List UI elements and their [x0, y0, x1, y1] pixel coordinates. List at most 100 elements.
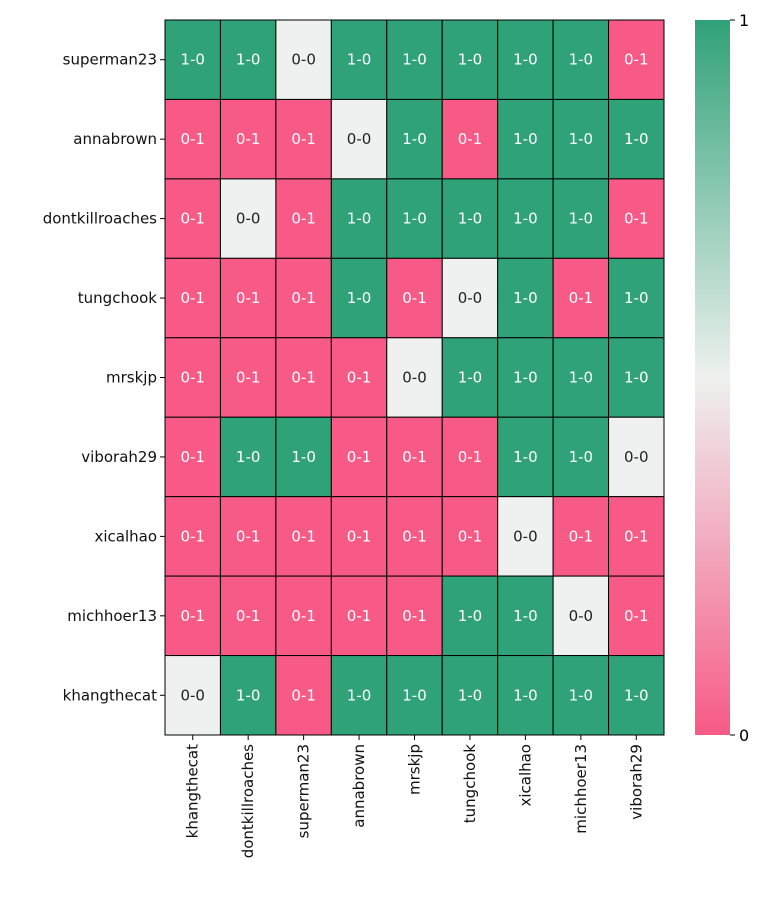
cell-annotation: 1-0: [624, 289, 649, 307]
heatmap-cell: [441, 337, 499, 418]
heatmap-cell: [330, 178, 388, 259]
cell-annotation: 0-1: [458, 448, 483, 466]
cell-annotation: 0-1: [236, 527, 261, 545]
cell-annotation: 1-0: [291, 448, 316, 466]
heatmap-cell: [497, 337, 554, 418]
cell-annotation: 1-0: [624, 686, 649, 704]
heatmap-cell: [164, 178, 221, 259]
heatmap-cell: [608, 337, 665, 418]
cell-annotation: 0-1: [347, 448, 372, 466]
x-tick-label: annabrown: [350, 744, 368, 828]
cell-annotation: 1-0: [236, 448, 261, 466]
cell-annotation: 1-0: [569, 448, 594, 466]
heatmap-cell: [164, 496, 221, 577]
y-tick-label: michhoer13: [67, 607, 157, 625]
y-tick-label: annabrown: [73, 130, 157, 148]
cell-annotation: 1-0: [236, 686, 261, 704]
cell-annotation: 1-0: [458, 607, 483, 625]
cell-annotation: 0-1: [236, 369, 261, 387]
y-tick-label: mrskjp: [106, 369, 157, 387]
heatmap-cell: [219, 416, 277, 498]
heatmap-cell: [275, 178, 332, 259]
heatmap-cell: [608, 98, 665, 180]
cell-annotation: 0-0: [513, 527, 538, 545]
cell-annotation: 1-0: [458, 369, 483, 387]
cell-annotation: 0-1: [458, 527, 483, 545]
cell-annotation: 1-0: [513, 369, 538, 387]
cell-annotation: 1-0: [347, 210, 372, 228]
heatmap-cell: [164, 337, 221, 418]
cell-annotation: 0-0: [402, 369, 427, 387]
cell-annotation: 1-0: [569, 686, 594, 704]
cell-annotation: 0-1: [402, 527, 427, 545]
heatmap-cell: [330, 337, 388, 418]
heatmap-cell: [386, 655, 443, 736]
cell-annotation: 0-1: [291, 369, 316, 387]
x-tick-label: tungchook: [461, 744, 479, 824]
heatmap-cell: [330, 575, 388, 657]
heatmap-cell: [497, 496, 554, 577]
cell-annotation: 0-1: [180, 130, 205, 148]
cell-annotation: 0-1: [347, 607, 372, 625]
cell-annotation: 0-1: [180, 607, 205, 625]
cell-annotation: 1-0: [347, 51, 372, 69]
cell-annotation: 1-0: [513, 130, 538, 148]
cell-annotation: 1-0: [624, 130, 649, 148]
cell-annotation: 1-0: [513, 289, 538, 307]
cell-annotation: 0-1: [347, 527, 372, 545]
heatmap-cell: [164, 575, 221, 657]
cell-annotation: 0-1: [624, 607, 649, 625]
heatmap-cell: [164, 98, 221, 180]
cell-annotation: 0-1: [180, 369, 205, 387]
cell-annotation: 0-1: [236, 607, 261, 625]
heatmap-cell: [219, 19, 277, 100]
heatmap-cell: [275, 575, 332, 657]
heatmap-cell: [386, 416, 443, 498]
cell-annotation: 0-1: [180, 448, 205, 466]
cell-annotation: 1-0: [236, 51, 261, 69]
cell-annotation: 0-1: [624, 51, 649, 69]
cell-annotation: 1-0: [513, 607, 538, 625]
heatmap-cell: [219, 257, 277, 339]
heatmap-cell: [441, 655, 499, 736]
heatmap-cell: [497, 575, 554, 657]
cell-annotation: 0-1: [236, 130, 261, 148]
cell-annotation: 1-0: [569, 51, 594, 69]
x-tick-label: mrskjp: [406, 744, 424, 795]
cell-annotation: 0-1: [291, 289, 316, 307]
cell-annotation: 1-0: [513, 686, 538, 704]
heatmap-cell: [164, 416, 221, 498]
cell-annotation: 1-0: [458, 686, 483, 704]
heatmap-cell: [275, 98, 332, 180]
heatmap-cell: [219, 178, 277, 259]
heatmap-cell: [608, 178, 665, 259]
cell-annotation: 0-1: [291, 130, 316, 148]
cell-annotation: 1-0: [513, 51, 538, 69]
cell-annotation: 1-0: [458, 51, 483, 69]
x-tick-label: xicalhao: [516, 744, 534, 807]
cell-annotation: 1-0: [513, 210, 538, 228]
heatmap-cell: [275, 655, 332, 736]
heatmap-cell: [552, 19, 610, 100]
cell-annotation: 0-0: [347, 130, 372, 148]
heatmap-cell: [330, 655, 388, 736]
cell-annotation: 0-1: [624, 527, 649, 545]
cell-annotation: 1-0: [347, 289, 372, 307]
cell-annotation: 0-1: [180, 289, 205, 307]
y-tick-label: khangthecat: [63, 686, 157, 704]
cell-annotation: 0-1: [291, 686, 316, 704]
x-tick-label: superman23: [295, 744, 313, 838]
x-tick-label: dontkillroaches: [239, 744, 257, 858]
cell-annotation: 1-0: [402, 686, 427, 704]
cell-annotation: 0-0: [180, 686, 205, 704]
heatmap-cell: [552, 98, 610, 180]
cell-annotation: 0-1: [236, 289, 261, 307]
cell-annotation: 0-1: [458, 130, 483, 148]
cell-annotation: 1-0: [180, 51, 205, 69]
cell-annotation: 0-1: [291, 210, 316, 228]
heatmap-cell: [497, 655, 554, 736]
heatmap-cell: [608, 575, 665, 657]
cell-annotation: 0-1: [569, 527, 594, 545]
cell-annotation: 1-0: [402, 51, 427, 69]
heatmap-cell: [608, 655, 665, 736]
